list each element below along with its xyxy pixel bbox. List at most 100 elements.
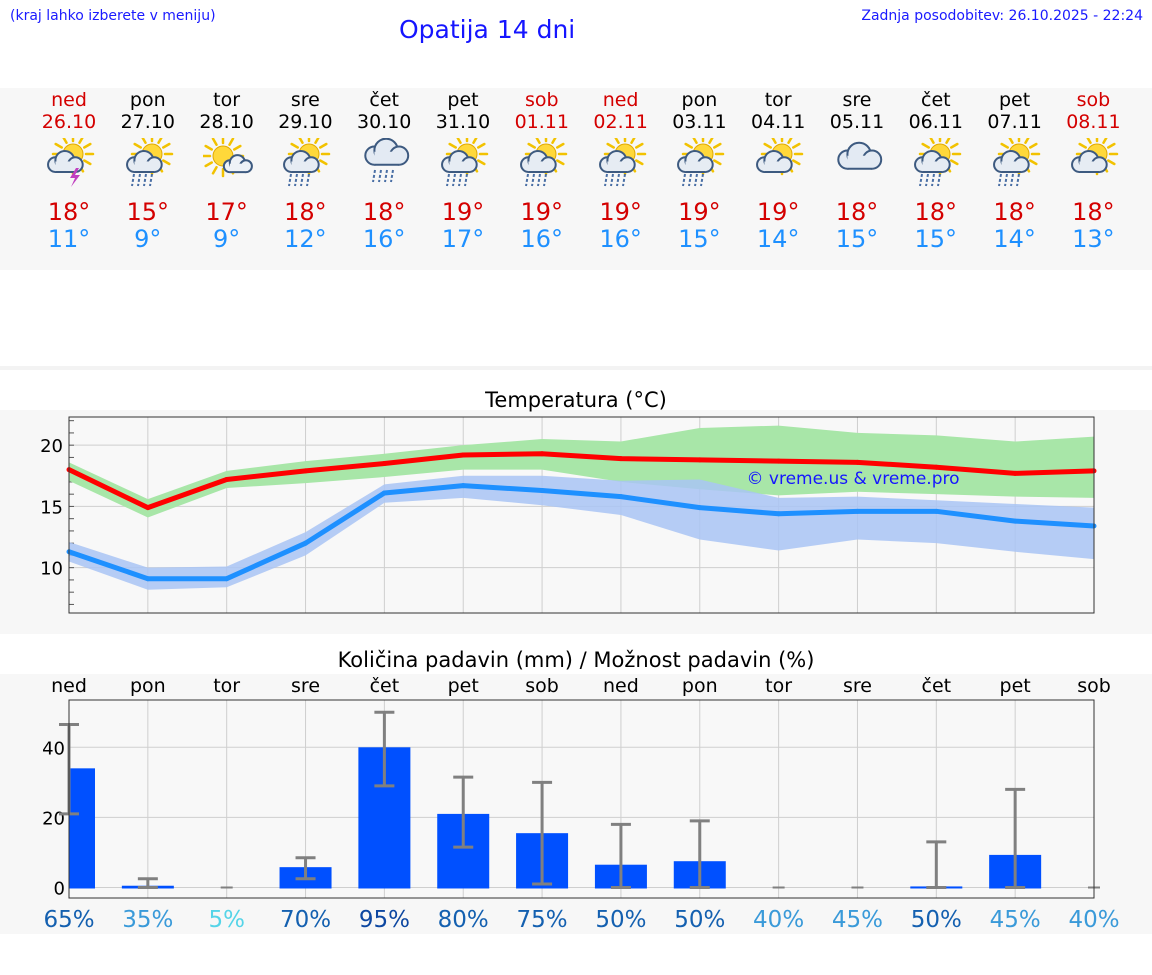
location-hint[interactable]: (kraj lahko izberete v meniju)	[10, 8, 216, 24]
day-column-5[interactable]: pet 31.10 19° 17°	[418, 88, 508, 268]
y-tick-label: 20	[40, 436, 63, 457]
temp-point	[381, 461, 387, 467]
precip-probability: 50%	[595, 907, 646, 933]
day-column-9[interactable]: tor 04.11 19° 14°	[733, 88, 823, 268]
temp-point	[303, 468, 309, 474]
day-name: pet	[998, 89, 1031, 111]
day-name: pon	[129, 89, 166, 111]
day-column-11[interactable]: čet 06.11 18° 15°	[891, 88, 981, 268]
day-column-2[interactable]: tor 28.10 17° 9°	[182, 88, 272, 268]
precip-probability: 95%	[359, 907, 410, 933]
precip-probability: 5%	[208, 907, 245, 933]
temp-line-0	[67, 451, 1095, 511]
precip-probability: 35%	[122, 907, 173, 933]
min-temperature: 14°	[993, 225, 1036, 253]
day-name: pet	[447, 89, 479, 111]
temp-point	[854, 459, 860, 465]
max-temperature: 18°	[993, 198, 1036, 226]
day-column-13[interactable]: sob 08.11 18° 13°	[1048, 88, 1138, 268]
precip-day-label: pet	[1000, 675, 1031, 697]
temp-band-0	[69, 425, 1094, 518]
precip-probability: 45%	[832, 907, 883, 933]
precip-probability: 50%	[911, 907, 962, 933]
day-column-4[interactable]: čet 30.10 18° 16°	[339, 88, 429, 268]
sun-cloud-rain-icon	[281, 132, 333, 188]
day-date: 01.11	[514, 111, 569, 133]
max-temperature: 17°	[205, 198, 248, 226]
sun-cloud-rain-icon	[597, 132, 649, 188]
max-temperature: 18°	[47, 198, 91, 226]
divider	[0, 366, 1152, 370]
max-temperature: 19°	[756, 198, 800, 226]
day-name: tor	[764, 89, 792, 111]
day-column-1[interactable]: pon 27.10 15° 9°	[103, 88, 193, 268]
temp-point	[539, 488, 545, 493]
page-title: Opatija 14 dni	[399, 15, 576, 44]
precipitation-chart: ned pon tor sre čet pet sob ned pon tor sre čet pet s…	[42, 675, 1119, 933]
watermark: © vreme.us & vreme.pro	[746, 469, 959, 489]
y-tick-label: 20	[42, 808, 65, 829]
sun-cloud-rain-icon	[124, 132, 176, 188]
day-column-10[interactable]: sre 05.11 18° 15°	[812, 88, 902, 268]
forecast-band	[0, 88, 1152, 270]
max-temperature: 18°	[914, 198, 958, 226]
cloud-rain-icon	[360, 137, 412, 188]
day-name: sre	[842, 89, 872, 111]
y-tick-label: 0	[54, 878, 65, 899]
day-name: sob	[1076, 89, 1111, 111]
day-date: 29.10	[278, 111, 333, 133]
plot-frame	[68, 699, 1095, 899]
temp-point	[697, 505, 703, 511]
day-name: tor	[213, 89, 241, 111]
day-date: 03.11	[672, 111, 727, 133]
plot-area	[69, 700, 1094, 898]
day-column-7[interactable]: ned 02.11 19° 16°	[576, 88, 666, 268]
temp-chart-title: Temperatura (°C)	[485, 388, 667, 412]
day-date: 07.11	[987, 111, 1042, 133]
temp-point	[539, 451, 545, 457]
day-name: ned	[602, 89, 639, 111]
day-name: ned	[51, 89, 87, 111]
precip-day-label: sre	[291, 675, 320, 697]
y-tick-label: 10	[40, 559, 63, 580]
day-date: 08.11	[1066, 111, 1121, 133]
day-date: 30.10	[356, 111, 412, 133]
day-column-6[interactable]: sob 01.11 19° 16°	[497, 88, 587, 268]
precip-probability: 65%	[43, 907, 94, 933]
day-column-0[interactable]: ned 26.10 18° 11°	[24, 88, 114, 268]
max-temperature: 18°	[284, 198, 327, 226]
sun-small-cloud-icon	[201, 134, 255, 188]
precip-day-label: pon	[682, 675, 718, 697]
day-name: sre	[290, 89, 320, 111]
temperature-chart: 10 15 20 © vreme.us & vreme.pro	[40, 416, 1097, 614]
day-column-8[interactable]: pon 03.11 19° 15°	[654, 88, 744, 268]
day-date: 05.11	[829, 111, 885, 133]
min-temperature: 9°	[212, 225, 241, 253]
min-temperature: 16°	[599, 225, 642, 253]
precip-probability: 45%	[990, 907, 1041, 933]
temp-point	[224, 576, 230, 582]
day-date: 31.10	[435, 111, 491, 133]
day-column-3[interactable]: sre 29.10 18° 12°	[260, 88, 350, 268]
temp-point	[776, 458, 782, 464]
min-temperature: 17°	[441, 225, 485, 253]
temp-point	[618, 456, 624, 462]
min-temperature: 16°	[520, 225, 564, 253]
temp-point	[145, 505, 151, 511]
temp-point	[303, 540, 309, 546]
temp-point	[776, 511, 782, 517]
sun-cloud-thunder-icon	[45, 132, 97, 188]
day-date: 06.11	[908, 111, 963, 133]
sun-cloud-rain-icon	[439, 132, 491, 188]
max-temperature: 19°	[441, 198, 485, 226]
max-temperature: 19°	[678, 198, 721, 226]
y-tick-label: 40	[42, 738, 65, 759]
precip-probability: 40%	[1068, 907, 1119, 933]
day-date: 28.10	[199, 111, 254, 133]
precip-probability: 80%	[438, 907, 489, 933]
day-date: 02.11	[593, 111, 648, 133]
day-column-12[interactable]: pet 07.11 18° 14°	[970, 88, 1060, 268]
sun-cloud-rain-icon	[912, 132, 964, 188]
max-temperature: 15°	[126, 198, 170, 226]
min-temperature: 15°	[835, 225, 879, 253]
